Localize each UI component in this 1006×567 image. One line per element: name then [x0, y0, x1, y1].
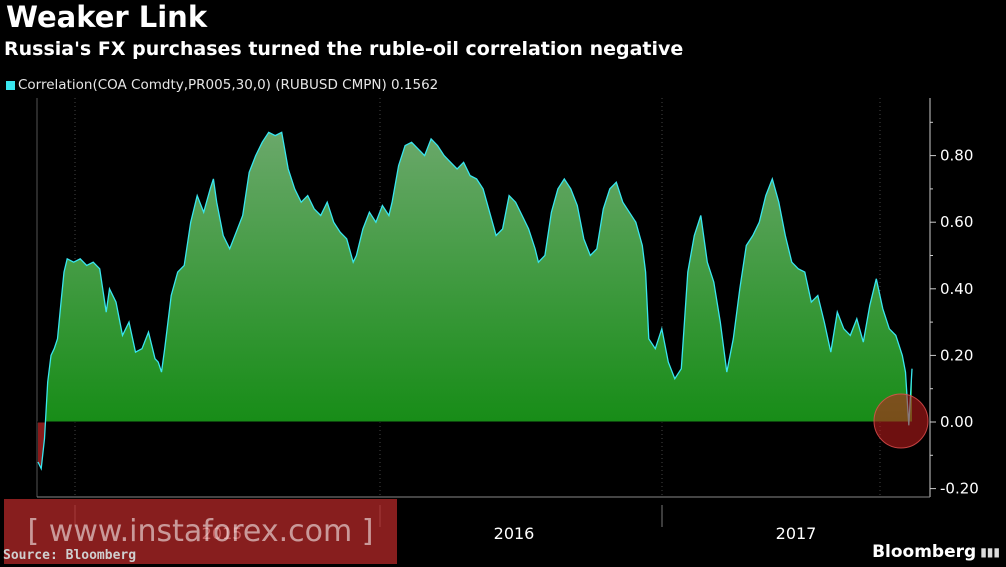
y-tick-label: 0.60	[940, 213, 973, 231]
chart-title: Weaker Link	[6, 0, 208, 34]
y-tick-label: 0.20	[940, 346, 973, 364]
y-axis: 0.80 0.60 0.40 0.20 0.00 -0.20	[929, 98, 979, 498]
source-note: Source: Bloomberg	[3, 548, 137, 563]
chart-subtitle: Russia's FX purchases turned the ruble-o…	[4, 38, 684, 60]
legend-swatch	[6, 80, 15, 90]
area-positive	[38, 132, 912, 422]
y-tick-label: 0.40	[940, 280, 973, 298]
y-tick-label: 0.00	[940, 413, 973, 431]
brand-logo: Bloomberg ▮▮▮	[872, 542, 1000, 562]
chart-legend: Correlation(COA Comdty,PR005,30,0) (RUBU…	[6, 77, 438, 93]
highlight-circle	[873, 393, 929, 449]
x-tick-label: 2016	[494, 524, 535, 543]
watermark-text: [ www.instaforex.com ]	[27, 514, 374, 549]
x-tick-label: 2017	[776, 524, 817, 543]
brand-name: Bloomberg	[872, 542, 977, 562]
series-line	[37, 131, 913, 471]
watermark: [ www.instaforex.com ]	[4, 499, 397, 564]
y-tick-label: -0.20	[940, 480, 979, 498]
legend-label: Correlation(COA Comdty,PR005,30,0) (RUBU…	[18, 77, 439, 93]
y-tick-label: 0.80	[940, 147, 973, 165]
bar-chart-icon: ▮▮▮	[980, 545, 1000, 559]
